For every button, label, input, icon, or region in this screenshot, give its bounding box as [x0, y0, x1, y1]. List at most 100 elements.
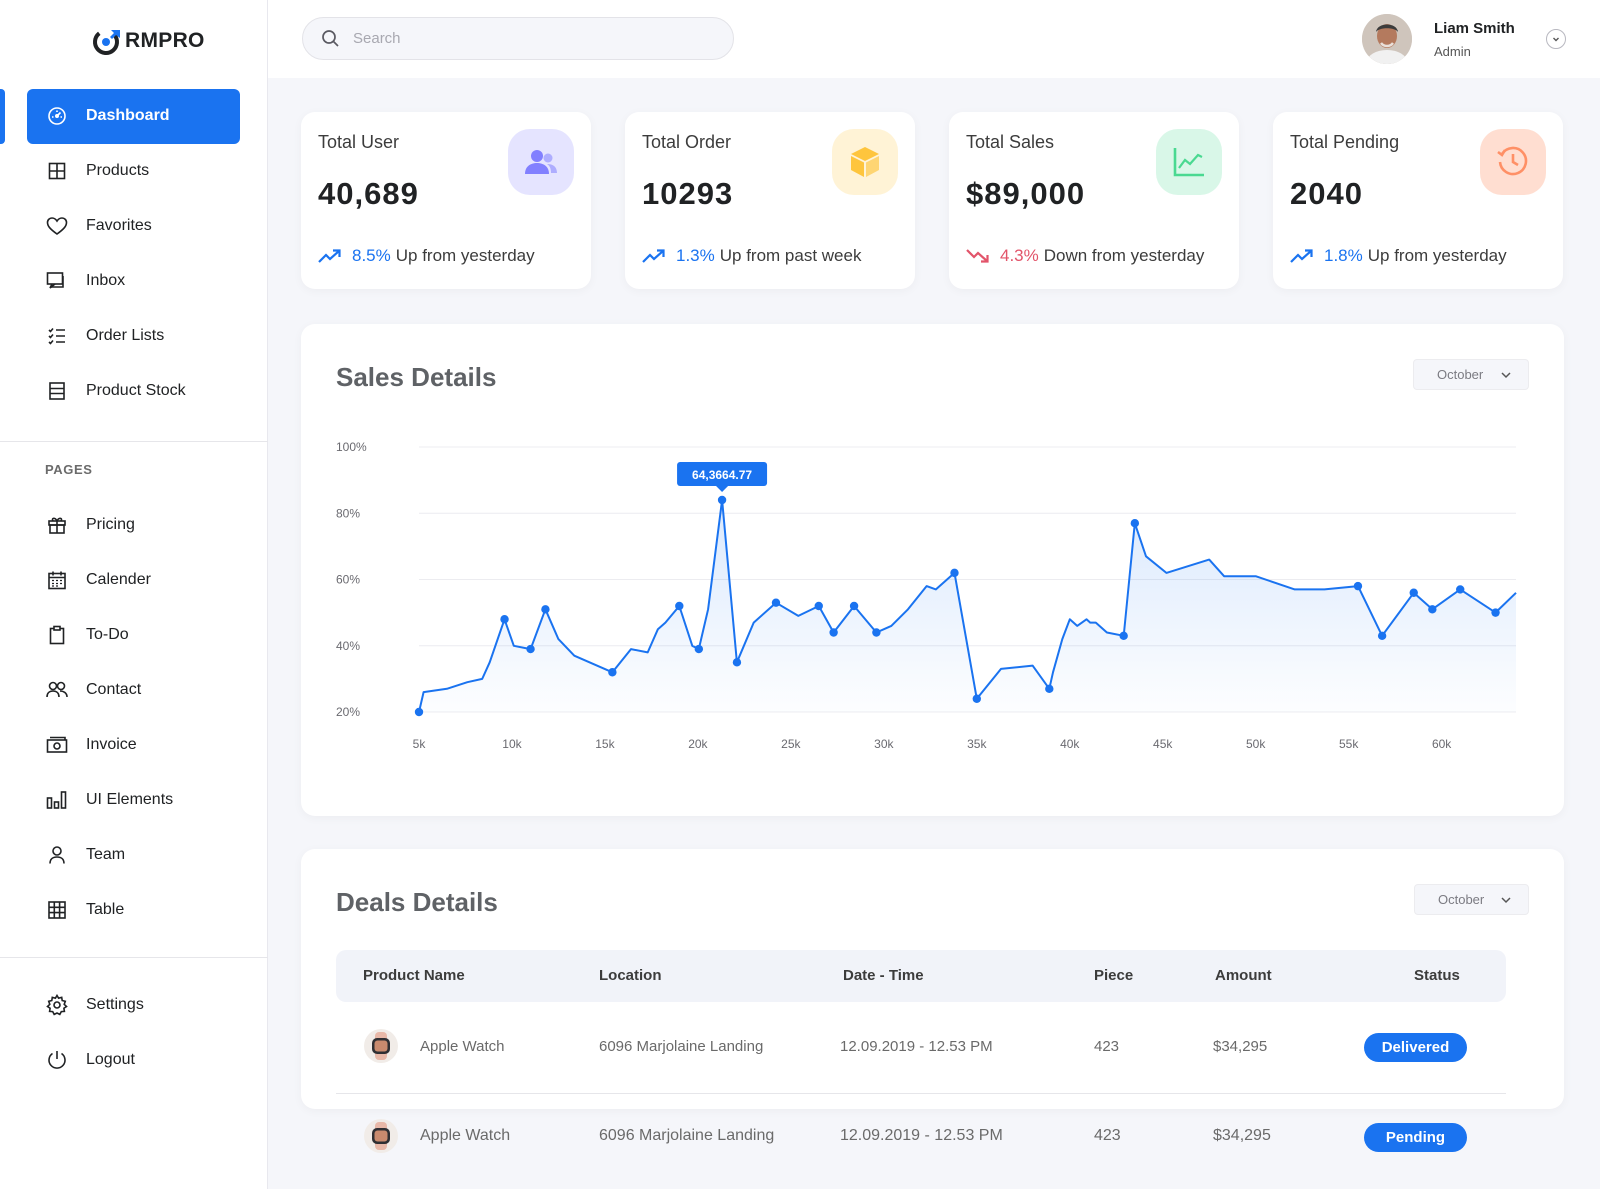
- brand-logo[interactable]: RMPRO: [92, 26, 205, 56]
- cell-datetime: 12.09.2019 - 12.53 PM: [840, 1127, 1003, 1144]
- data-point[interactable]: [849, 601, 859, 611]
- data-point[interactable]: [1130, 518, 1140, 528]
- sidebar-item-team[interactable]: Team: [0, 827, 268, 882]
- search-input[interactable]: [353, 18, 713, 59]
- y-tick-label: 60%: [336, 573, 360, 587]
- calendar-icon: [46, 569, 68, 591]
- sidebar-item-favorites[interactable]: Favorites: [0, 198, 268, 253]
- select-value: October: [1437, 367, 1484, 382]
- trend-text: Up from yesterday: [395, 246, 535, 265]
- table-row[interactable]: Apple Watch 6096 Marjolaine Landing 12.0…: [336, 1018, 1506, 1106]
- data-point[interactable]: [541, 605, 550, 614]
- data-point[interactable]: [950, 568, 959, 578]
- stat-value: 40,689: [318, 176, 419, 211]
- sidebar-item-pricing[interactable]: Pricing: [0, 497, 268, 552]
- sales-month-select[interactable]: October: [1413, 359, 1529, 390]
- avatar[interactable]: [1362, 14, 1412, 64]
- sidebar-item-dashboard[interactable]: Dashboard: [0, 88, 268, 144]
- inbox-icon: [46, 270, 68, 292]
- data-point[interactable]: [675, 601, 684, 611]
- column-header-piece[interactable]: Piece: [1094, 967, 1134, 984]
- data-point[interactable]: [814, 601, 823, 611]
- x-tick-label: 30k: [874, 737, 894, 751]
- data-point[interactable]: [500, 615, 509, 624]
- data-point[interactable]: [1409, 588, 1418, 597]
- data-point[interactable]: [1456, 585, 1465, 594]
- table-row[interactable]: Apple Watch 6096 Marjolaine Landing 12.0…: [336, 1108, 1506, 1189]
- data-point[interactable]: [694, 644, 704, 654]
- sidebar-item-label: Table: [86, 900, 125, 918]
- stat-card-total-sales: Total Sales $89,000 4.3% Down from yeste…: [949, 112, 1239, 289]
- data-point[interactable]: [1377, 631, 1387, 641]
- stat-card-total-user: Total User 40,689 8.5% Up from yesterday: [301, 112, 591, 289]
- panel-title: Deals Details: [336, 887, 498, 917]
- data-point[interactable]: [732, 658, 742, 667]
- sidebar-item-calender[interactable]: Calender: [0, 552, 268, 607]
- sidebar-item-label: Logout: [86, 1050, 135, 1068]
- sidebar-item-product-stock[interactable]: Product Stock: [0, 363, 268, 418]
- trend-text: Down from yesterday: [1043, 246, 1205, 265]
- data-point[interactable]: [717, 495, 727, 505]
- pages-section-title: PAGES: [45, 462, 93, 477]
- column-header-status[interactable]: Status: [1414, 967, 1460, 984]
- data-point[interactable]: [1353, 581, 1363, 591]
- data-point[interactable]: [872, 628, 881, 637]
- sidebar-divider: [0, 441, 268, 442]
- tooltip-pointer: [716, 486, 729, 492]
- sidebar-item-contact[interactable]: Contact: [0, 662, 268, 717]
- trend-percent: 1.8%: [1324, 246, 1363, 265]
- user-name: Liam Smith: [1434, 20, 1515, 37]
- cell-piece: 423: [1094, 1038, 1120, 1055]
- trend-down-icon: [966, 248, 990, 264]
- sidebar-item-to-do[interactable]: To-Do: [0, 607, 268, 662]
- data-point[interactable]: [771, 598, 781, 607]
- data-point[interactable]: [1428, 605, 1437, 614]
- sales-line: [418, 499, 1517, 713]
- data-point[interactable]: [1491, 608, 1500, 617]
- data-point[interactable]: [972, 694, 981, 703]
- active-pill: [27, 89, 240, 144]
- column-header-datetime[interactable]: Date - Time: [843, 967, 924, 984]
- user-role: Admin: [1434, 44, 1471, 59]
- cell-product: Apple Watch: [420, 1127, 511, 1144]
- sidebar-item-label: Settings: [86, 995, 144, 1013]
- sidebar-item-label: UI Elements: [86, 790, 174, 808]
- search-box[interactable]: [302, 17, 734, 60]
- stat-trend: 1.3% Up from past week: [642, 246, 861, 266]
- data-point[interactable]: [1119, 631, 1128, 641]
- user-avatar-icon: [1362, 14, 1412, 64]
- sidebar-item-logout[interactable]: Logout: [0, 1032, 268, 1087]
- sidebar-item-label: Product Stock: [86, 381, 186, 399]
- x-tick-label: 50k: [1246, 737, 1266, 751]
- cell-amount: $34,295: [1213, 1127, 1271, 1144]
- data-point[interactable]: [829, 628, 838, 637]
- data-point[interactable]: [526, 644, 535, 654]
- deals-month-select[interactable]: October: [1414, 884, 1529, 915]
- sidebar-item-settings[interactable]: Settings: [0, 977, 268, 1032]
- clipboard-icon: [46, 624, 68, 646]
- sidebar-item-table[interactable]: Table: [0, 882, 268, 937]
- user-icon: [46, 844, 68, 866]
- data-point[interactable]: [1045, 684, 1054, 694]
- user-menu-button[interactable]: [1546, 29, 1566, 49]
- data-point[interactable]: [608, 668, 617, 677]
- sidebar-item-order-lists[interactable]: Order Lists: [0, 308, 268, 363]
- data-point[interactable]: [414, 707, 424, 717]
- trend-up-icon: [318, 248, 342, 264]
- column-header-location[interactable]: Location: [599, 967, 662, 984]
- sidebar-divider: [0, 957, 268, 958]
- x-tick-label: 55k: [1339, 737, 1359, 751]
- clock-icon: [1480, 129, 1546, 195]
- sidebar-item-products[interactable]: Products: [0, 143, 268, 198]
- sidebar-item-inbox[interactable]: Inbox: [0, 253, 268, 308]
- column-header-amount[interactable]: Amount: [1215, 967, 1272, 984]
- sidebar-item-label: To-Do: [86, 625, 129, 643]
- sales-details-panel: Sales Details October 100% 80% 60% 40% 20% 5…: [301, 324, 1564, 816]
- sidebar-item-ui-elements[interactable]: UI Elements: [0, 772, 268, 827]
- x-tick-label: 25k: [781, 737, 801, 751]
- gift-icon: [46, 514, 68, 536]
- column-header-product[interactable]: Product Name: [363, 967, 465, 984]
- select-value: October: [1438, 892, 1485, 907]
- cell-piece: 423: [1094, 1127, 1121, 1144]
- sidebar-item-invoice[interactable]: Invoice: [0, 717, 268, 772]
